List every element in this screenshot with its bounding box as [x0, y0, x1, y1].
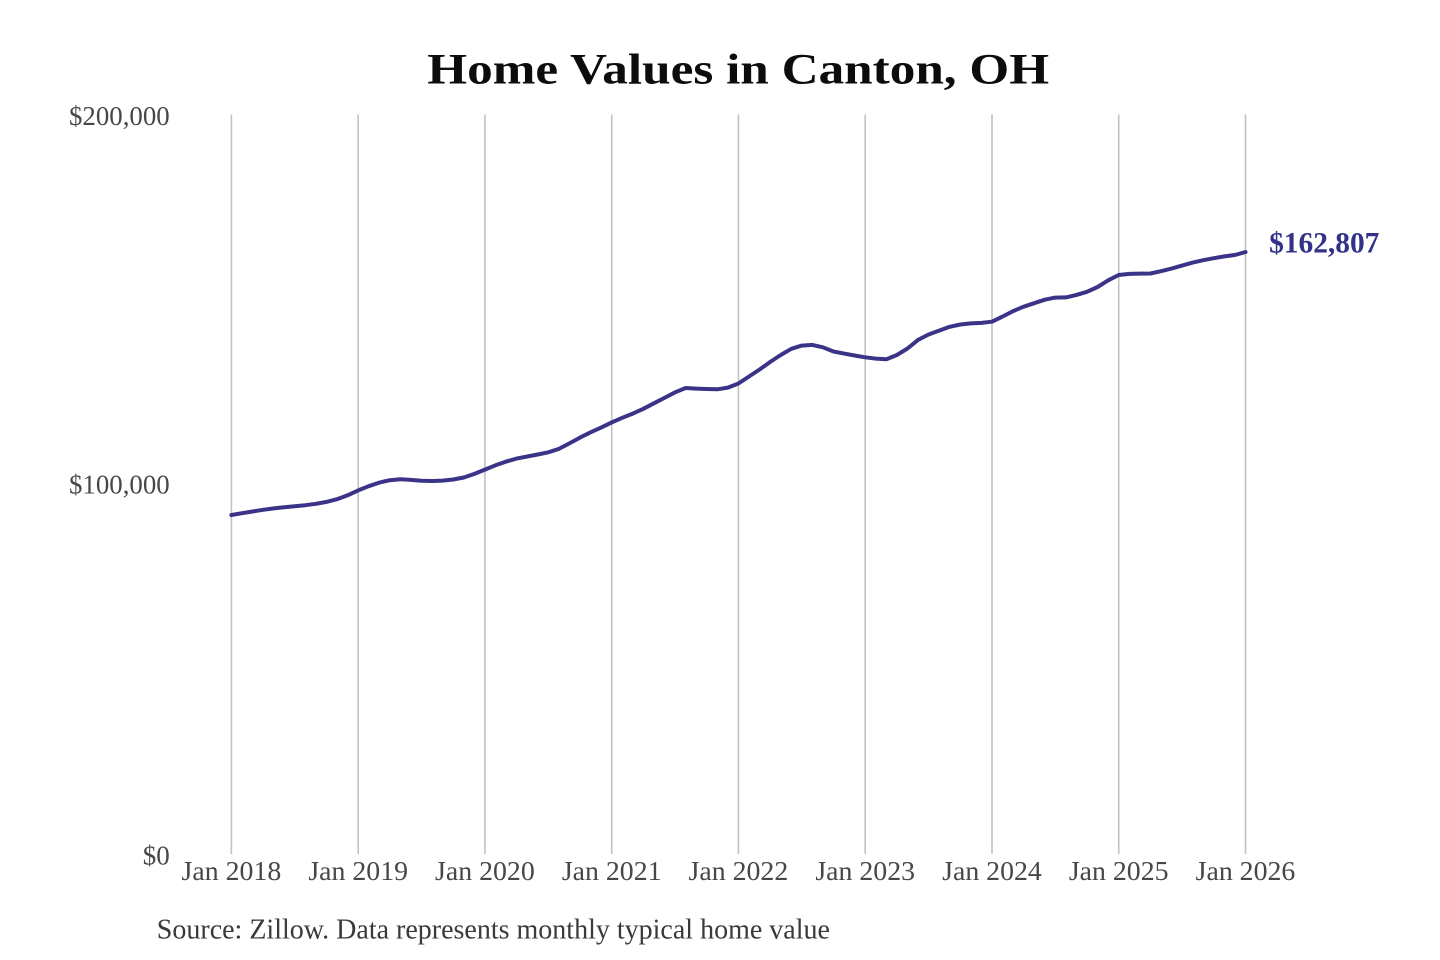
svg-text:Jan 2024: Jan 2024 — [942, 856, 1042, 886]
svg-text:$162,807: $162,807 — [1269, 227, 1379, 260]
svg-text:Source: Zillow. Data represent: Source: Zillow. Data represents monthly … — [157, 915, 830, 946]
svg-text:Jan 2021: Jan 2021 — [562, 856, 662, 886]
svg-text:$0: $0 — [143, 840, 170, 870]
svg-text:Jan 2019: Jan 2019 — [308, 856, 408, 886]
svg-text:Jan 2025: Jan 2025 — [1069, 856, 1169, 886]
svg-text:$100,000: $100,000 — [69, 470, 170, 500]
svg-text:Jan 2026: Jan 2026 — [1196, 856, 1296, 886]
svg-text:Jan 2023: Jan 2023 — [815, 856, 915, 886]
svg-text:Jan 2018: Jan 2018 — [182, 856, 282, 886]
svg-text:$200,000: $200,000 — [69, 101, 170, 131]
svg-text:Jan 2022: Jan 2022 — [689, 856, 789, 886]
svg-text:Home Values in Canton, OH: Home Values in Canton, OH — [427, 46, 1049, 93]
svg-text:Jan 2020: Jan 2020 — [435, 856, 535, 886]
